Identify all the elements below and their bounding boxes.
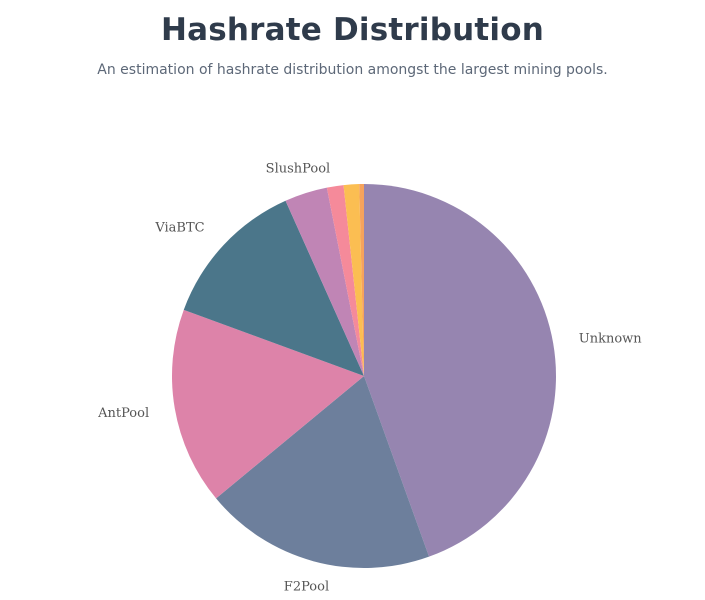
pie-label-slushpool: SlushPool [266,161,331,176]
pie-label-f2pool: F2Pool [284,579,329,594]
pie-slice-other-7[interactable] [359,184,364,376]
chart-subtitle: An estimation of hashrate distribution a… [97,62,608,78]
pie-slice-other-5[interactable] [326,185,364,376]
pie-label-viabtc: ViaBTC [154,220,204,235]
pie-slice-other-6[interactable] [343,184,364,376]
pie-label-unknown: Unknown [579,332,643,347]
pie-slice-unknown[interactable] [364,184,557,557]
pie-slice-slushpool[interactable] [285,187,364,376]
pie-slice-antpool[interactable] [171,309,364,499]
pie-slice-viabtc[interactable] [183,200,364,376]
pie-slice-f2pool[interactable] [216,376,430,569]
pie-slices [171,184,557,569]
pie-labels: Unknown F2Pool AntPool ViaBTC SlushPool [97,161,642,594]
chart-title: Hashrate Distribution [160,12,545,48]
pie-label-antpool: AntPool [97,406,149,421]
